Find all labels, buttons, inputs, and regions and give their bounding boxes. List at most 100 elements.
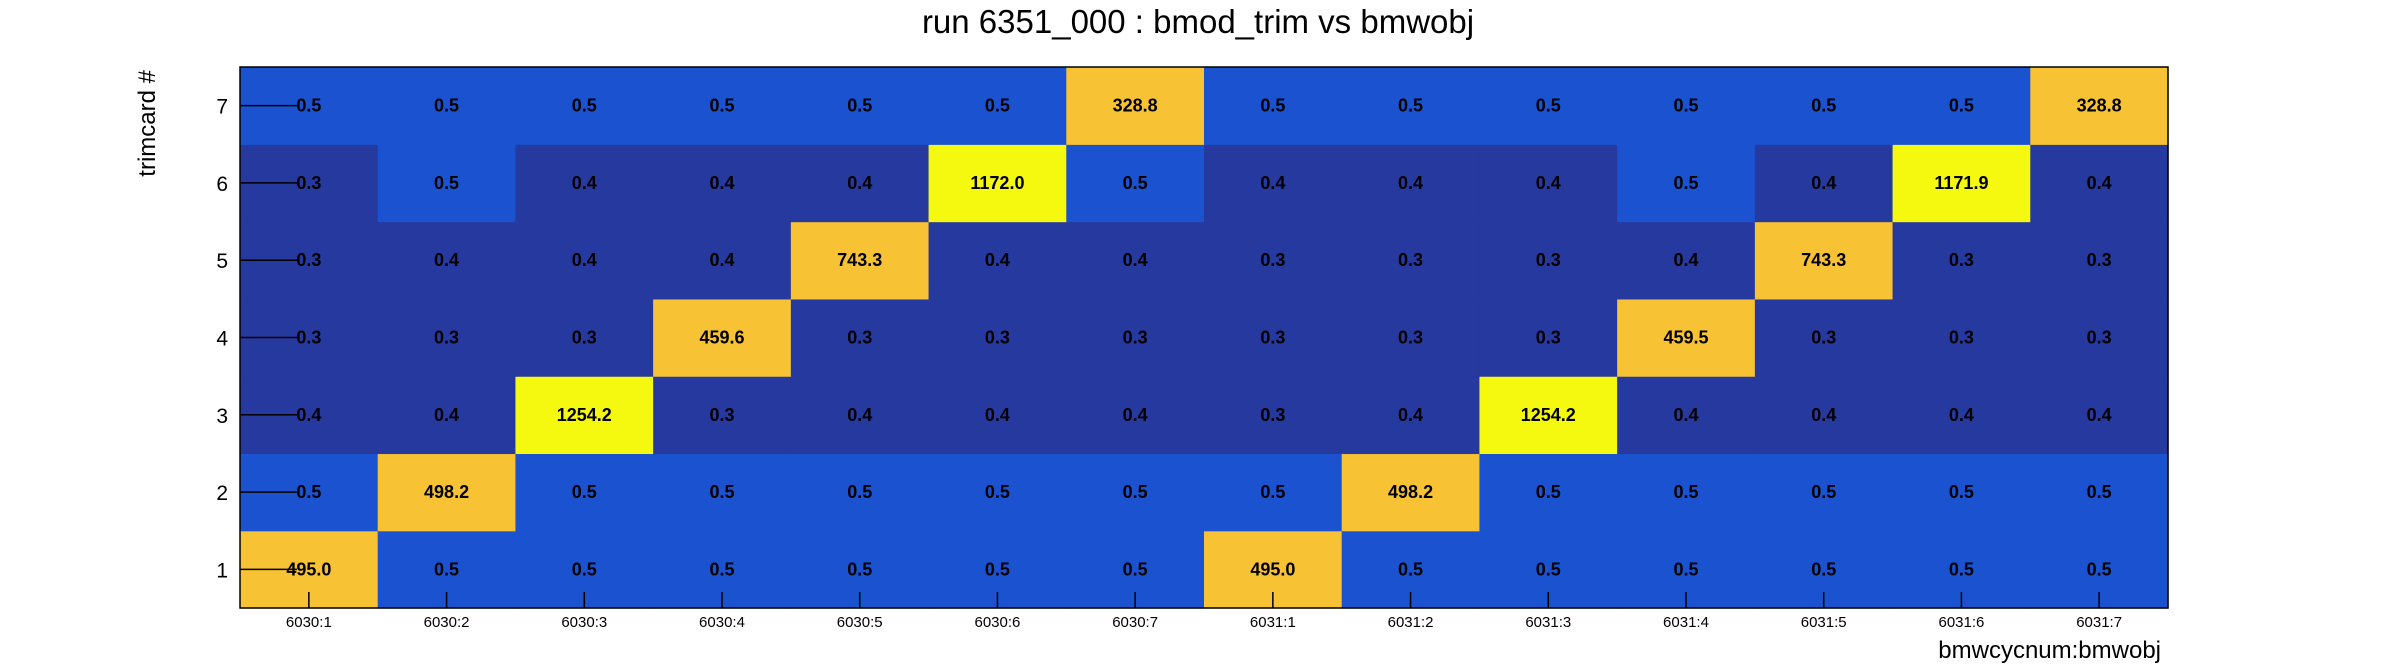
cell-value-label: 0.3 — [709, 405, 734, 425]
cell-value-label: 0.4 — [709, 173, 734, 193]
chart-title: run 6351_000 : bmod_trim vs bmwobj — [922, 3, 1474, 40]
cell-value-label: 0.3 — [1949, 328, 1974, 348]
cell-value-label: 0.4 — [847, 405, 872, 425]
cell-value-label: 0.5 — [1260, 482, 1285, 502]
heatmap-cell — [2030, 144, 2169, 223]
heatmap-cell — [1617, 67, 1756, 145]
cell-value-label: 459.6 — [699, 328, 744, 348]
x-tick-label: 6031:4 — [1663, 614, 1709, 631]
cell-value-label: 0.4 — [1536, 173, 1561, 193]
x-tick-label: 6030:2 — [424, 614, 470, 631]
cell-value-label: 0.5 — [1123, 559, 1148, 579]
heatmap-cell — [2030, 376, 2169, 455]
heatmap-cell — [1892, 376, 2031, 455]
cell-value-label: 0.5 — [434, 96, 459, 116]
cell-value-label: 0.3 — [1811, 328, 1836, 348]
heatmap-cell — [1892, 144, 2031, 223]
cell-value-label: 0.3 — [2087, 328, 2112, 348]
heatmap-cell — [1754, 376, 1894, 455]
heatmap-cell — [1341, 376, 1481, 455]
heatmap-cell — [377, 67, 517, 145]
cell-value-label: 459.5 — [1663, 328, 1708, 348]
cell-value-label: 0.5 — [985, 559, 1010, 579]
y-tick-label: 3 — [216, 405, 228, 428]
heatmap-cell — [1754, 221, 1894, 300]
heatmap-cell — [515, 221, 654, 300]
cell-value-label: 0.4 — [1123, 405, 1148, 425]
cell-value-label: 0.3 — [1398, 250, 1423, 270]
cell-value-label: 1254.2 — [557, 405, 612, 425]
cell-value-label: 0.3 — [1398, 328, 1423, 348]
cell-value-label: 743.3 — [837, 250, 882, 270]
heatmap-cell — [790, 221, 930, 300]
cell-value-label: 0.4 — [572, 250, 597, 270]
heatmap-cell — [1204, 453, 1343, 532]
heatmap-cell — [1204, 298, 1343, 377]
x-tick-label: 6030:7 — [1112, 614, 1158, 631]
heatmap-cell — [1341, 144, 1481, 223]
cell-value-label: 0.5 — [2087, 482, 2112, 502]
heatmap-cell — [1066, 298, 1205, 377]
cell-value-label: 0.5 — [1949, 559, 1974, 579]
cell-value-label: 0.5 — [1811, 559, 1836, 579]
cell-value-label: 0.4 — [1673, 250, 1698, 270]
cell-value-label: 0.5 — [709, 559, 734, 579]
cell-value-label: 0.4 — [1811, 173, 1836, 193]
cell-value-label: 0.5 — [434, 173, 459, 193]
heatmap-cell — [1204, 221, 1343, 300]
cell-value-label: 0.4 — [572, 173, 597, 193]
cell-value-label: 0.4 — [709, 250, 734, 270]
heatmap-cell — [1479, 144, 1618, 223]
cell-value-label: 0.4 — [985, 250, 1010, 270]
heatmap-cell — [653, 453, 792, 532]
heatmap-cell — [1617, 298, 1756, 377]
heatmap-cells — [240, 67, 2169, 609]
cell-value-label: 0.5 — [1123, 482, 1148, 502]
cell-value-label: 495.0 — [1250, 559, 1295, 579]
x-tick-label: 6031:2 — [1388, 614, 1434, 631]
cell-value-label: 498.2 — [424, 482, 469, 502]
cell-value-label: 743.3 — [1801, 250, 1846, 270]
heatmap-cell — [515, 298, 654, 377]
y-tick-label: 2 — [216, 482, 228, 505]
cell-value-label: 0.5 — [572, 482, 597, 502]
cell-value-label: 0.5 — [1673, 482, 1698, 502]
heatmap-cell — [1479, 453, 1618, 532]
cell-value-label: 0.5 — [1811, 96, 1836, 116]
cell-value-label: 0.5 — [1260, 96, 1285, 116]
heatmap-cell — [928, 144, 1067, 223]
heatmap-cell — [1066, 221, 1205, 300]
cell-value-label: 0.3 — [1123, 328, 1148, 348]
heatmap-cell — [790, 453, 930, 532]
heatmap-cell — [1892, 298, 2031, 377]
heatmap-cell — [1204, 67, 1343, 145]
heatmap-cell — [515, 67, 654, 145]
heatmap-cell — [653, 376, 792, 455]
x-tick-label: 6030:4 — [699, 614, 745, 631]
cell-value-label: 0.5 — [1811, 482, 1836, 502]
heatmap-cell — [1066, 67, 1205, 145]
cell-value-label: 0.5 — [296, 482, 321, 502]
cell-value-label: 0.5 — [1398, 96, 1423, 116]
cell-value-label: 0.4 — [1949, 405, 1974, 425]
cell-value-label: 498.2 — [1388, 482, 1433, 502]
y-tick-label: 5 — [216, 250, 228, 273]
x-tick-label: 6030:1 — [286, 614, 332, 631]
heatmap-cell — [1754, 144, 1894, 223]
heatmap-cell — [515, 376, 654, 455]
heatmap-cell — [1479, 221, 1618, 300]
cell-value-labels: 495.0 0.5 0.5 0.5 0.5 0.5 0.5 495.0 0.5 0.5 0.5 0.5… — [286, 96, 2121, 580]
cell-value-label: 0.5 — [1673, 559, 1698, 579]
heatmap-cell — [1341, 453, 1481, 532]
x-tick-label: 6031:1 — [1250, 614, 1296, 631]
cell-value-label: 0.4 — [296, 405, 321, 425]
cell-value-label: 0.4 — [1123, 250, 1148, 270]
x-tick-label: 6030:3 — [561, 614, 607, 631]
heatmap-cell — [1892, 453, 2031, 532]
heatmap-cell — [1754, 453, 1894, 532]
cell-value-label: 1171.9 — [1934, 173, 1988, 193]
heatmap-cell — [1204, 376, 1343, 455]
heatmap-cell — [653, 298, 792, 377]
heatmap-cell — [1066, 144, 1205, 223]
cell-value-label: 0.3 — [1949, 250, 1974, 270]
